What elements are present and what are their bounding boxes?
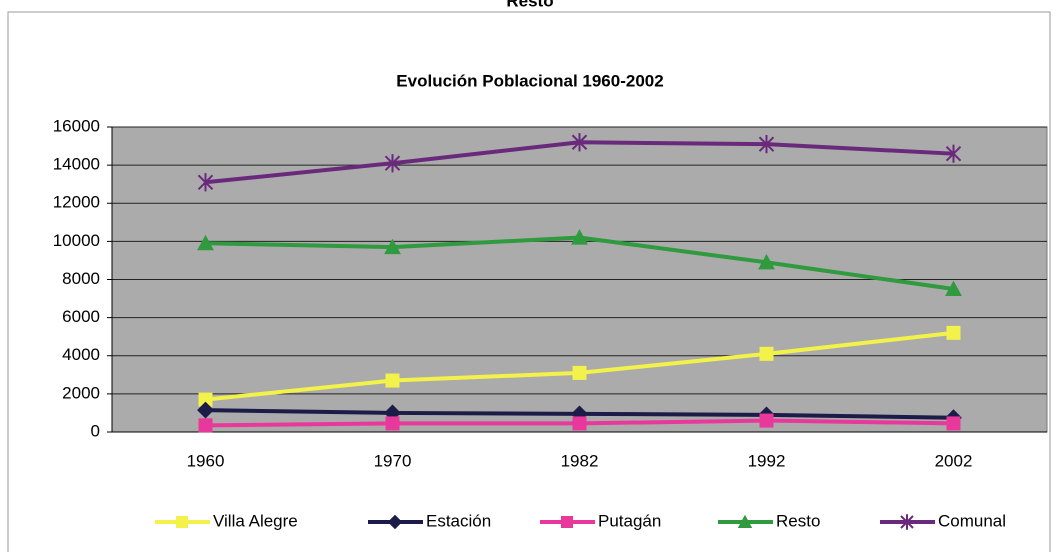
marker (197, 401, 214, 419)
marker (759, 413, 774, 428)
marker (946, 416, 961, 431)
marker (900, 514, 914, 530)
marker (385, 416, 400, 431)
y-tick-label: 10000 (53, 231, 100, 250)
marker (197, 173, 214, 192)
marker (737, 514, 753, 528)
y-tick-label: 16000 (53, 116, 100, 135)
page-heading: Resto (506, 0, 553, 10)
marker (198, 418, 213, 433)
legend-label: Villa Alegre (213, 511, 298, 530)
marker (758, 253, 775, 270)
marker (945, 144, 962, 163)
y-tick-label: 14000 (53, 155, 100, 174)
marker (561, 516, 573, 528)
x-tick-label: 1970 (374, 451, 412, 470)
chart-border (7, 11, 1051, 552)
marker (384, 154, 401, 173)
legend-label: Comunal (938, 511, 1006, 530)
marker (384, 404, 401, 422)
x-tick-label: 1982 (561, 451, 599, 470)
y-tick-label: 2000 (62, 383, 100, 402)
y-tick-label: 0 (91, 421, 100, 440)
marker (385, 373, 400, 388)
y-tick-label: 12000 (53, 193, 100, 212)
legend-label: Resto (776, 511, 820, 530)
y-tick-label: 6000 (62, 307, 100, 326)
marker (758, 135, 775, 154)
chart-title: Evolución Poblacional 1960-2002 (396, 71, 663, 90)
marker (571, 229, 588, 245)
marker (572, 365, 587, 380)
y-tick-label: 4000 (62, 345, 100, 364)
marker (571, 405, 588, 423)
legend-label: Putagán (598, 511, 661, 530)
x-tick-label: 1960 (187, 451, 225, 470)
marker (387, 514, 403, 530)
x-tick-label: 1992 (748, 451, 786, 470)
marker (572, 416, 587, 431)
marker (571, 133, 588, 152)
x-tick-label: 2002 (935, 451, 973, 470)
marker (176, 516, 188, 528)
marker (759, 346, 774, 361)
marker (384, 238, 401, 255)
y-tick-label: 8000 (62, 269, 100, 288)
marker (945, 280, 962, 297)
marker (197, 234, 214, 251)
marker (198, 392, 213, 407)
legend-label: Estación (426, 511, 491, 530)
marker (946, 325, 961, 340)
